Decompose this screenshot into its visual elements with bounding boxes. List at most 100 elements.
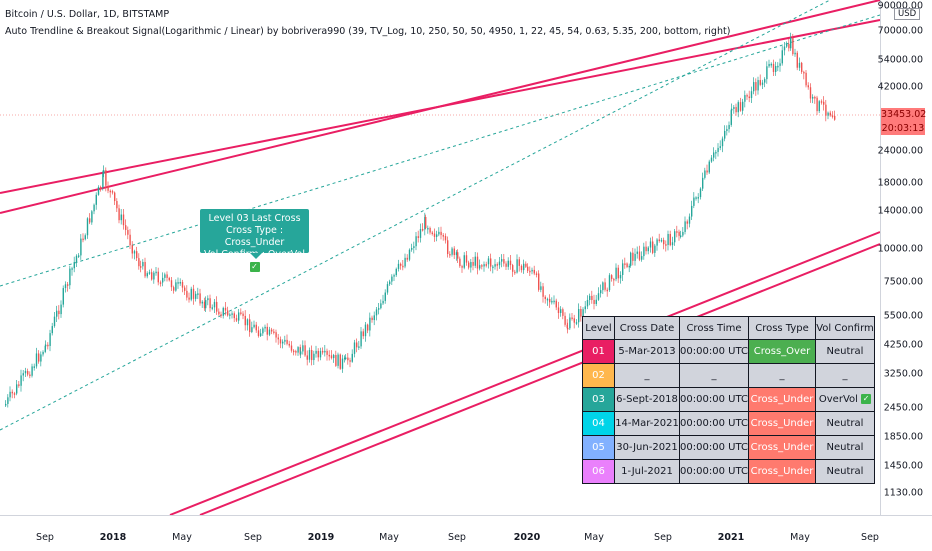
candle-body bbox=[203, 301, 206, 309]
candle-body bbox=[120, 214, 122, 221]
candle-body bbox=[415, 236, 417, 247]
price-tick: 90000.00 bbox=[877, 0, 923, 12]
candle-body bbox=[319, 350, 322, 358]
candle-body bbox=[311, 349, 313, 361]
price-tick: 24000.00 bbox=[877, 145, 923, 157]
candle-body bbox=[164, 274, 166, 278]
candle-body bbox=[402, 265, 404, 268]
candle-body bbox=[509, 260, 512, 266]
bar-countdown: 20:03:13 bbox=[881, 122, 925, 135]
candle-body bbox=[483, 264, 485, 267]
candle-body bbox=[814, 96, 816, 99]
candle-body bbox=[11, 391, 13, 394]
candle-body bbox=[82, 238, 84, 241]
candle-body bbox=[447, 240, 449, 254]
candle-body bbox=[726, 129, 728, 131]
date-cell: 6-Sept-2018 bbox=[614, 387, 680, 412]
type-cell: Cross_Under bbox=[748, 411, 816, 436]
candle-body bbox=[567, 327, 569, 330]
time-cell: 00:00:00 UTC bbox=[679, 339, 749, 364]
candle-body bbox=[573, 318, 575, 323]
candle-body bbox=[719, 146, 721, 148]
date-cell: 1-Jul-2021 bbox=[614, 459, 680, 484]
candle-body bbox=[213, 301, 216, 308]
price-tick: 3250.00 bbox=[883, 368, 923, 380]
price-tick: 2450.00 bbox=[883, 402, 923, 414]
candle-body bbox=[107, 185, 109, 191]
candle-body bbox=[29, 374, 31, 377]
candle-body bbox=[704, 170, 706, 178]
checkmark-icon: ✓ bbox=[249, 261, 260, 272]
candle-body bbox=[9, 391, 11, 398]
candle-body bbox=[166, 274, 168, 278]
candle-body bbox=[235, 318, 238, 321]
candle-body bbox=[378, 308, 380, 310]
time-tick: May bbox=[584, 532, 604, 543]
time-tick: 2021 bbox=[717, 532, 745, 543]
candle-body bbox=[35, 353, 38, 367]
candle-body bbox=[638, 251, 641, 260]
candle-body bbox=[103, 170, 105, 174]
candle-body bbox=[417, 236, 419, 238]
candle-body bbox=[133, 251, 136, 254]
candle-body bbox=[78, 255, 80, 257]
candle-body bbox=[97, 187, 100, 195]
candle-body bbox=[542, 286, 544, 297]
candle-body bbox=[825, 104, 827, 116]
candle-body bbox=[578, 308, 580, 323]
candle-body bbox=[229, 314, 231, 316]
time-axis[interactable]: Sep 2018 May Sep 2019 May Sep 2020 May Sep 2021 May… bbox=[0, 515, 932, 551]
candle-body bbox=[615, 267, 617, 280]
candle-body bbox=[60, 304, 62, 315]
time-cell: 00:00:00 UTC bbox=[679, 387, 749, 412]
candle-body bbox=[748, 96, 750, 99]
candle-body bbox=[818, 101, 820, 112]
candle-body bbox=[188, 297, 190, 300]
candle-body bbox=[584, 306, 586, 310]
candle-body bbox=[262, 328, 264, 334]
candle-body bbox=[148, 272, 151, 274]
candle-body bbox=[468, 262, 470, 268]
price-axis[interactable]: 90000.00 70000.00 54000.00 42000.00 24000.00… bbox=[877, 0, 932, 526]
candle-body bbox=[277, 337, 279, 340]
symbol-title[interactable]: Bitcoin / U.S. Dollar, 1D, BITSTAMP bbox=[5, 9, 170, 20]
candle-body bbox=[260, 333, 262, 336]
price-tick: 54000.00 bbox=[877, 54, 923, 66]
candle-body bbox=[608, 275, 611, 291]
candle-body bbox=[708, 161, 710, 173]
candle-body bbox=[788, 43, 790, 49]
candle-body bbox=[393, 275, 395, 277]
candle-body bbox=[42, 351, 44, 355]
candle-body bbox=[184, 287, 186, 291]
candle-body bbox=[600, 290, 602, 294]
candle-body bbox=[177, 282, 179, 284]
candle-body bbox=[684, 221, 686, 232]
candle-body bbox=[306, 355, 308, 360]
candle-body bbox=[389, 281, 391, 285]
candle-body bbox=[288, 343, 290, 346]
currency-unit[interactable]: USD bbox=[894, 8, 921, 20]
price-tick: 7500.00 bbox=[883, 276, 923, 288]
candle-body bbox=[400, 263, 402, 266]
candle-body bbox=[18, 384, 20, 386]
candle-body bbox=[686, 221, 688, 224]
candle-body bbox=[781, 50, 783, 64]
candle-body bbox=[324, 350, 326, 353]
time-tick: Sep bbox=[244, 532, 262, 543]
candle-body bbox=[523, 263, 525, 271]
candle-body bbox=[53, 316, 56, 327]
indicator-label[interactable]: Auto Trendline & Breakout Signal(Logarit… bbox=[5, 26, 731, 37]
time-tick: 2018 bbox=[99, 532, 127, 543]
type-cell: _ bbox=[748, 363, 816, 388]
candle-body bbox=[533, 269, 535, 274]
candle-body bbox=[551, 300, 553, 303]
time-tick: 2020 bbox=[513, 532, 541, 543]
candle-body bbox=[27, 370, 29, 375]
candle-body bbox=[111, 191, 114, 193]
candle-body bbox=[444, 235, 447, 241]
time-tick: Sep bbox=[36, 532, 54, 543]
candle-body bbox=[356, 342, 358, 348]
table-header: Cross Type bbox=[748, 316, 816, 340]
candles bbox=[5, 32, 836, 408]
